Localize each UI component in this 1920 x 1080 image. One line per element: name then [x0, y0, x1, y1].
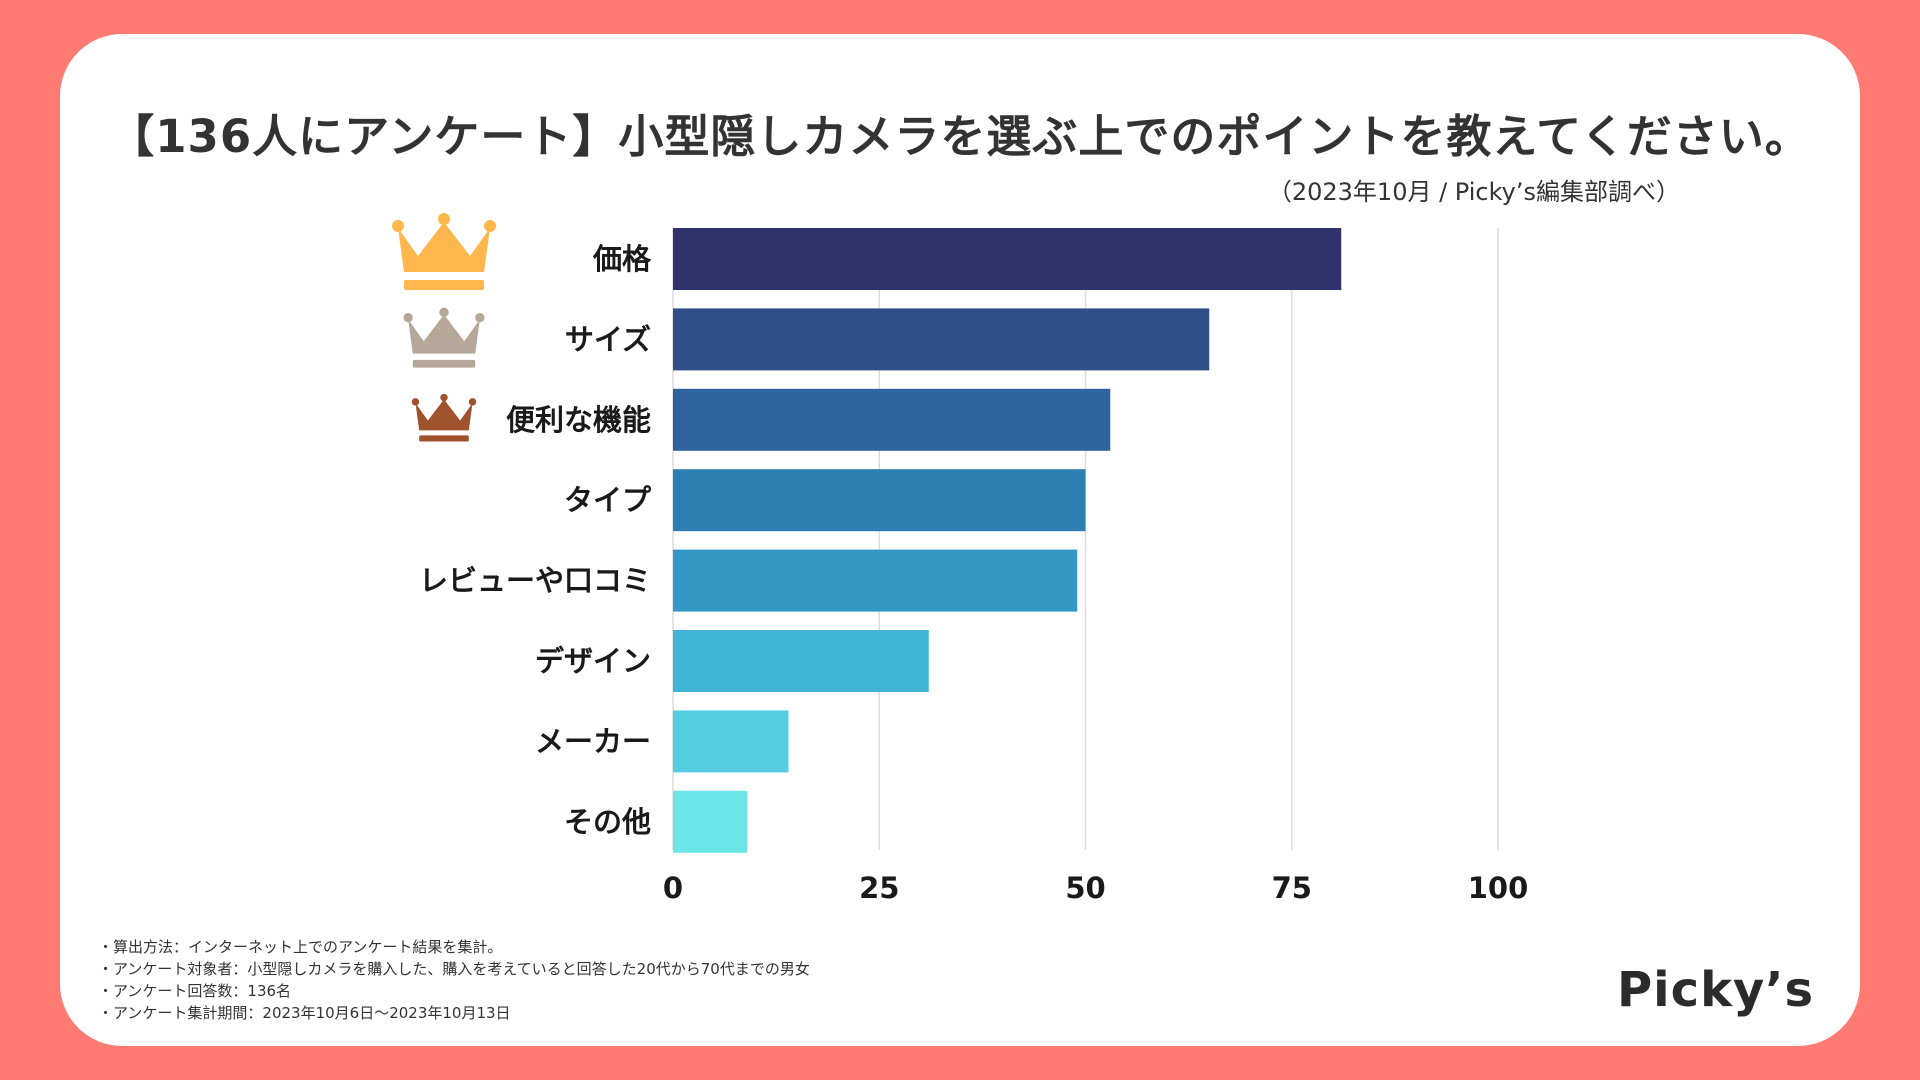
- category-label: その他: [564, 805, 651, 839]
- note-target: ・アンケート対象者：小型隠しカメラを購入した、購入を考えていると回答した20代か…: [98, 960, 810, 978]
- crown-icon: [392, 213, 496, 290]
- chart-title: 【136人にアンケート】小型隠しカメラを選ぶ上でのポイントを教えてください。: [109, 110, 1811, 163]
- bar-1: [673, 228, 1342, 290]
- x-tick-label: 75: [1272, 871, 1312, 905]
- crown-layer: [392, 213, 496, 442]
- bar-7: [673, 710, 789, 773]
- category-label: レビューや口コミ: [419, 564, 651, 598]
- note-period: ・アンケート集計期間：2023年10月6日〜2023年10月13日: [98, 1004, 511, 1022]
- survey-notes: ・算出方法：インターネット上でのアンケート結果を集計。 ・アンケート対象者：小型…: [98, 936, 810, 1024]
- category-label: 価格: [592, 242, 652, 276]
- note-count: ・アンケート回答数：136名: [98, 982, 292, 1000]
- bar-8: [673, 790, 748, 853]
- chart-subtitle: （2023年10月 / Picky’s編集部調べ）: [1267, 178, 1680, 206]
- category-label: 便利な機能: [506, 403, 651, 437]
- x-tick-label: 50: [1065, 871, 1105, 905]
- x-tick-label: 100: [1468, 871, 1529, 905]
- bar-2: [673, 308, 1210, 371]
- crown-icon: [403, 307, 485, 368]
- bar-4: [673, 469, 1086, 532]
- note-method: ・算出方法：インターネット上でのアンケート結果を集計。: [98, 938, 503, 956]
- tick-label-layer: 0 25 50 75 100: [663, 871, 1528, 905]
- category-label: メーカー: [535, 724, 651, 758]
- bar-layer: [673, 228, 1342, 853]
- bar-5: [673, 549, 1078, 612]
- bar-3: [673, 388, 1111, 451]
- bar-6: [673, 630, 929, 692]
- category-label: デザイン: [535, 644, 651, 678]
- x-tick-label: 25: [859, 871, 899, 905]
- category-label: サイズ: [565, 322, 651, 356]
- pickys-logo: Picky’s: [1617, 962, 1815, 1018]
- x-tick-label: 0: [663, 871, 683, 905]
- card-panel: [60, 34, 1860, 1046]
- crown-icon: [411, 393, 477, 442]
- category-label: タイプ: [564, 483, 652, 517]
